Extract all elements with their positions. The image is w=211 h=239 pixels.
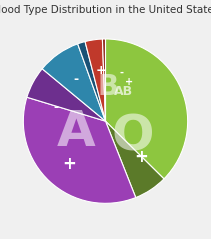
Wedge shape — [102, 39, 106, 121]
Text: +: + — [135, 148, 149, 166]
Text: -: - — [73, 73, 78, 87]
Wedge shape — [106, 39, 188, 179]
Text: AB: AB — [114, 85, 133, 98]
Wedge shape — [85, 39, 106, 121]
Wedge shape — [42, 44, 106, 121]
Wedge shape — [78, 42, 106, 121]
Text: -: - — [119, 68, 123, 78]
Text: +: + — [63, 155, 77, 173]
Text: -: - — [54, 102, 59, 114]
Title: Blood Type Distribution in the United States: Blood Type Distribution in the United St… — [0, 5, 211, 15]
Text: O: O — [111, 113, 154, 161]
Text: A: A — [57, 108, 96, 156]
Text: B: B — [98, 73, 119, 101]
Wedge shape — [106, 121, 164, 198]
Text: +: + — [125, 77, 133, 87]
Wedge shape — [27, 69, 106, 121]
Wedge shape — [23, 97, 136, 203]
Text: +: + — [96, 64, 106, 77]
